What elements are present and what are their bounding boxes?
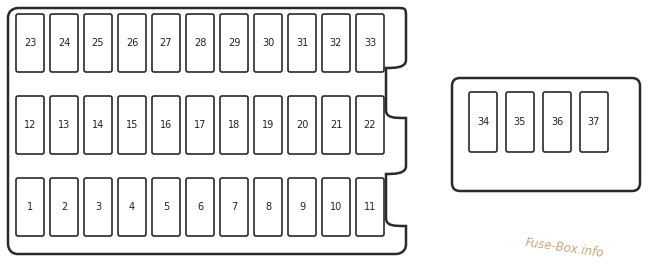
FancyBboxPatch shape xyxy=(118,178,146,236)
FancyBboxPatch shape xyxy=(118,96,146,154)
Text: 25: 25 xyxy=(92,38,104,48)
FancyBboxPatch shape xyxy=(469,92,497,152)
Text: 2: 2 xyxy=(61,202,67,212)
FancyBboxPatch shape xyxy=(322,96,350,154)
Text: 37: 37 xyxy=(588,117,600,127)
Text: 15: 15 xyxy=(126,120,138,130)
Text: 35: 35 xyxy=(514,117,526,127)
Text: 13: 13 xyxy=(58,120,70,130)
Text: 27: 27 xyxy=(160,38,172,48)
Text: 10: 10 xyxy=(330,202,342,212)
FancyBboxPatch shape xyxy=(152,96,180,154)
Text: 24: 24 xyxy=(58,38,70,48)
Text: 6: 6 xyxy=(197,202,203,212)
FancyBboxPatch shape xyxy=(288,96,316,154)
PathPatch shape xyxy=(8,8,406,254)
Text: 34: 34 xyxy=(477,117,489,127)
FancyBboxPatch shape xyxy=(288,14,316,72)
FancyBboxPatch shape xyxy=(50,14,78,72)
Text: 23: 23 xyxy=(24,38,36,48)
FancyBboxPatch shape xyxy=(322,178,350,236)
FancyBboxPatch shape xyxy=(356,178,384,236)
FancyBboxPatch shape xyxy=(84,14,112,72)
FancyBboxPatch shape xyxy=(50,178,78,236)
Text: 11: 11 xyxy=(364,202,376,212)
Text: 30: 30 xyxy=(262,38,274,48)
FancyBboxPatch shape xyxy=(186,178,214,236)
FancyBboxPatch shape xyxy=(16,96,44,154)
Text: 33: 33 xyxy=(364,38,376,48)
Text: 9: 9 xyxy=(299,202,305,212)
FancyBboxPatch shape xyxy=(152,178,180,236)
Text: 20: 20 xyxy=(296,120,308,130)
Text: 28: 28 xyxy=(194,38,206,48)
Text: 18: 18 xyxy=(228,120,240,130)
FancyBboxPatch shape xyxy=(580,92,608,152)
FancyBboxPatch shape xyxy=(16,14,44,72)
FancyBboxPatch shape xyxy=(118,14,146,72)
Text: 22: 22 xyxy=(364,120,376,130)
FancyBboxPatch shape xyxy=(186,14,214,72)
FancyBboxPatch shape xyxy=(543,92,571,152)
Text: 31: 31 xyxy=(296,38,308,48)
FancyBboxPatch shape xyxy=(50,96,78,154)
Text: 14: 14 xyxy=(92,120,104,130)
Text: 7: 7 xyxy=(231,202,237,212)
FancyBboxPatch shape xyxy=(84,178,112,236)
Text: 3: 3 xyxy=(95,202,101,212)
FancyBboxPatch shape xyxy=(356,14,384,72)
FancyBboxPatch shape xyxy=(254,178,282,236)
FancyBboxPatch shape xyxy=(186,96,214,154)
Text: 26: 26 xyxy=(126,38,138,48)
Text: 36: 36 xyxy=(551,117,563,127)
FancyBboxPatch shape xyxy=(254,14,282,72)
Text: 8: 8 xyxy=(265,202,271,212)
Text: 19: 19 xyxy=(262,120,274,130)
Text: 21: 21 xyxy=(330,120,342,130)
FancyBboxPatch shape xyxy=(288,178,316,236)
Text: 5: 5 xyxy=(163,202,169,212)
FancyBboxPatch shape xyxy=(152,14,180,72)
Text: 1: 1 xyxy=(27,202,33,212)
FancyBboxPatch shape xyxy=(220,96,248,154)
Text: Fuse-Box.info: Fuse-Box.info xyxy=(525,236,605,260)
FancyBboxPatch shape xyxy=(220,14,248,72)
FancyBboxPatch shape xyxy=(452,78,640,191)
Text: 16: 16 xyxy=(160,120,172,130)
FancyBboxPatch shape xyxy=(322,14,350,72)
Text: 4: 4 xyxy=(129,202,135,212)
FancyBboxPatch shape xyxy=(220,178,248,236)
FancyBboxPatch shape xyxy=(84,96,112,154)
Text: 32: 32 xyxy=(330,38,342,48)
Text: 17: 17 xyxy=(194,120,206,130)
FancyBboxPatch shape xyxy=(506,92,534,152)
FancyBboxPatch shape xyxy=(254,96,282,154)
Text: 29: 29 xyxy=(228,38,240,48)
FancyBboxPatch shape xyxy=(16,178,44,236)
Text: 12: 12 xyxy=(24,120,36,130)
FancyBboxPatch shape xyxy=(356,96,384,154)
